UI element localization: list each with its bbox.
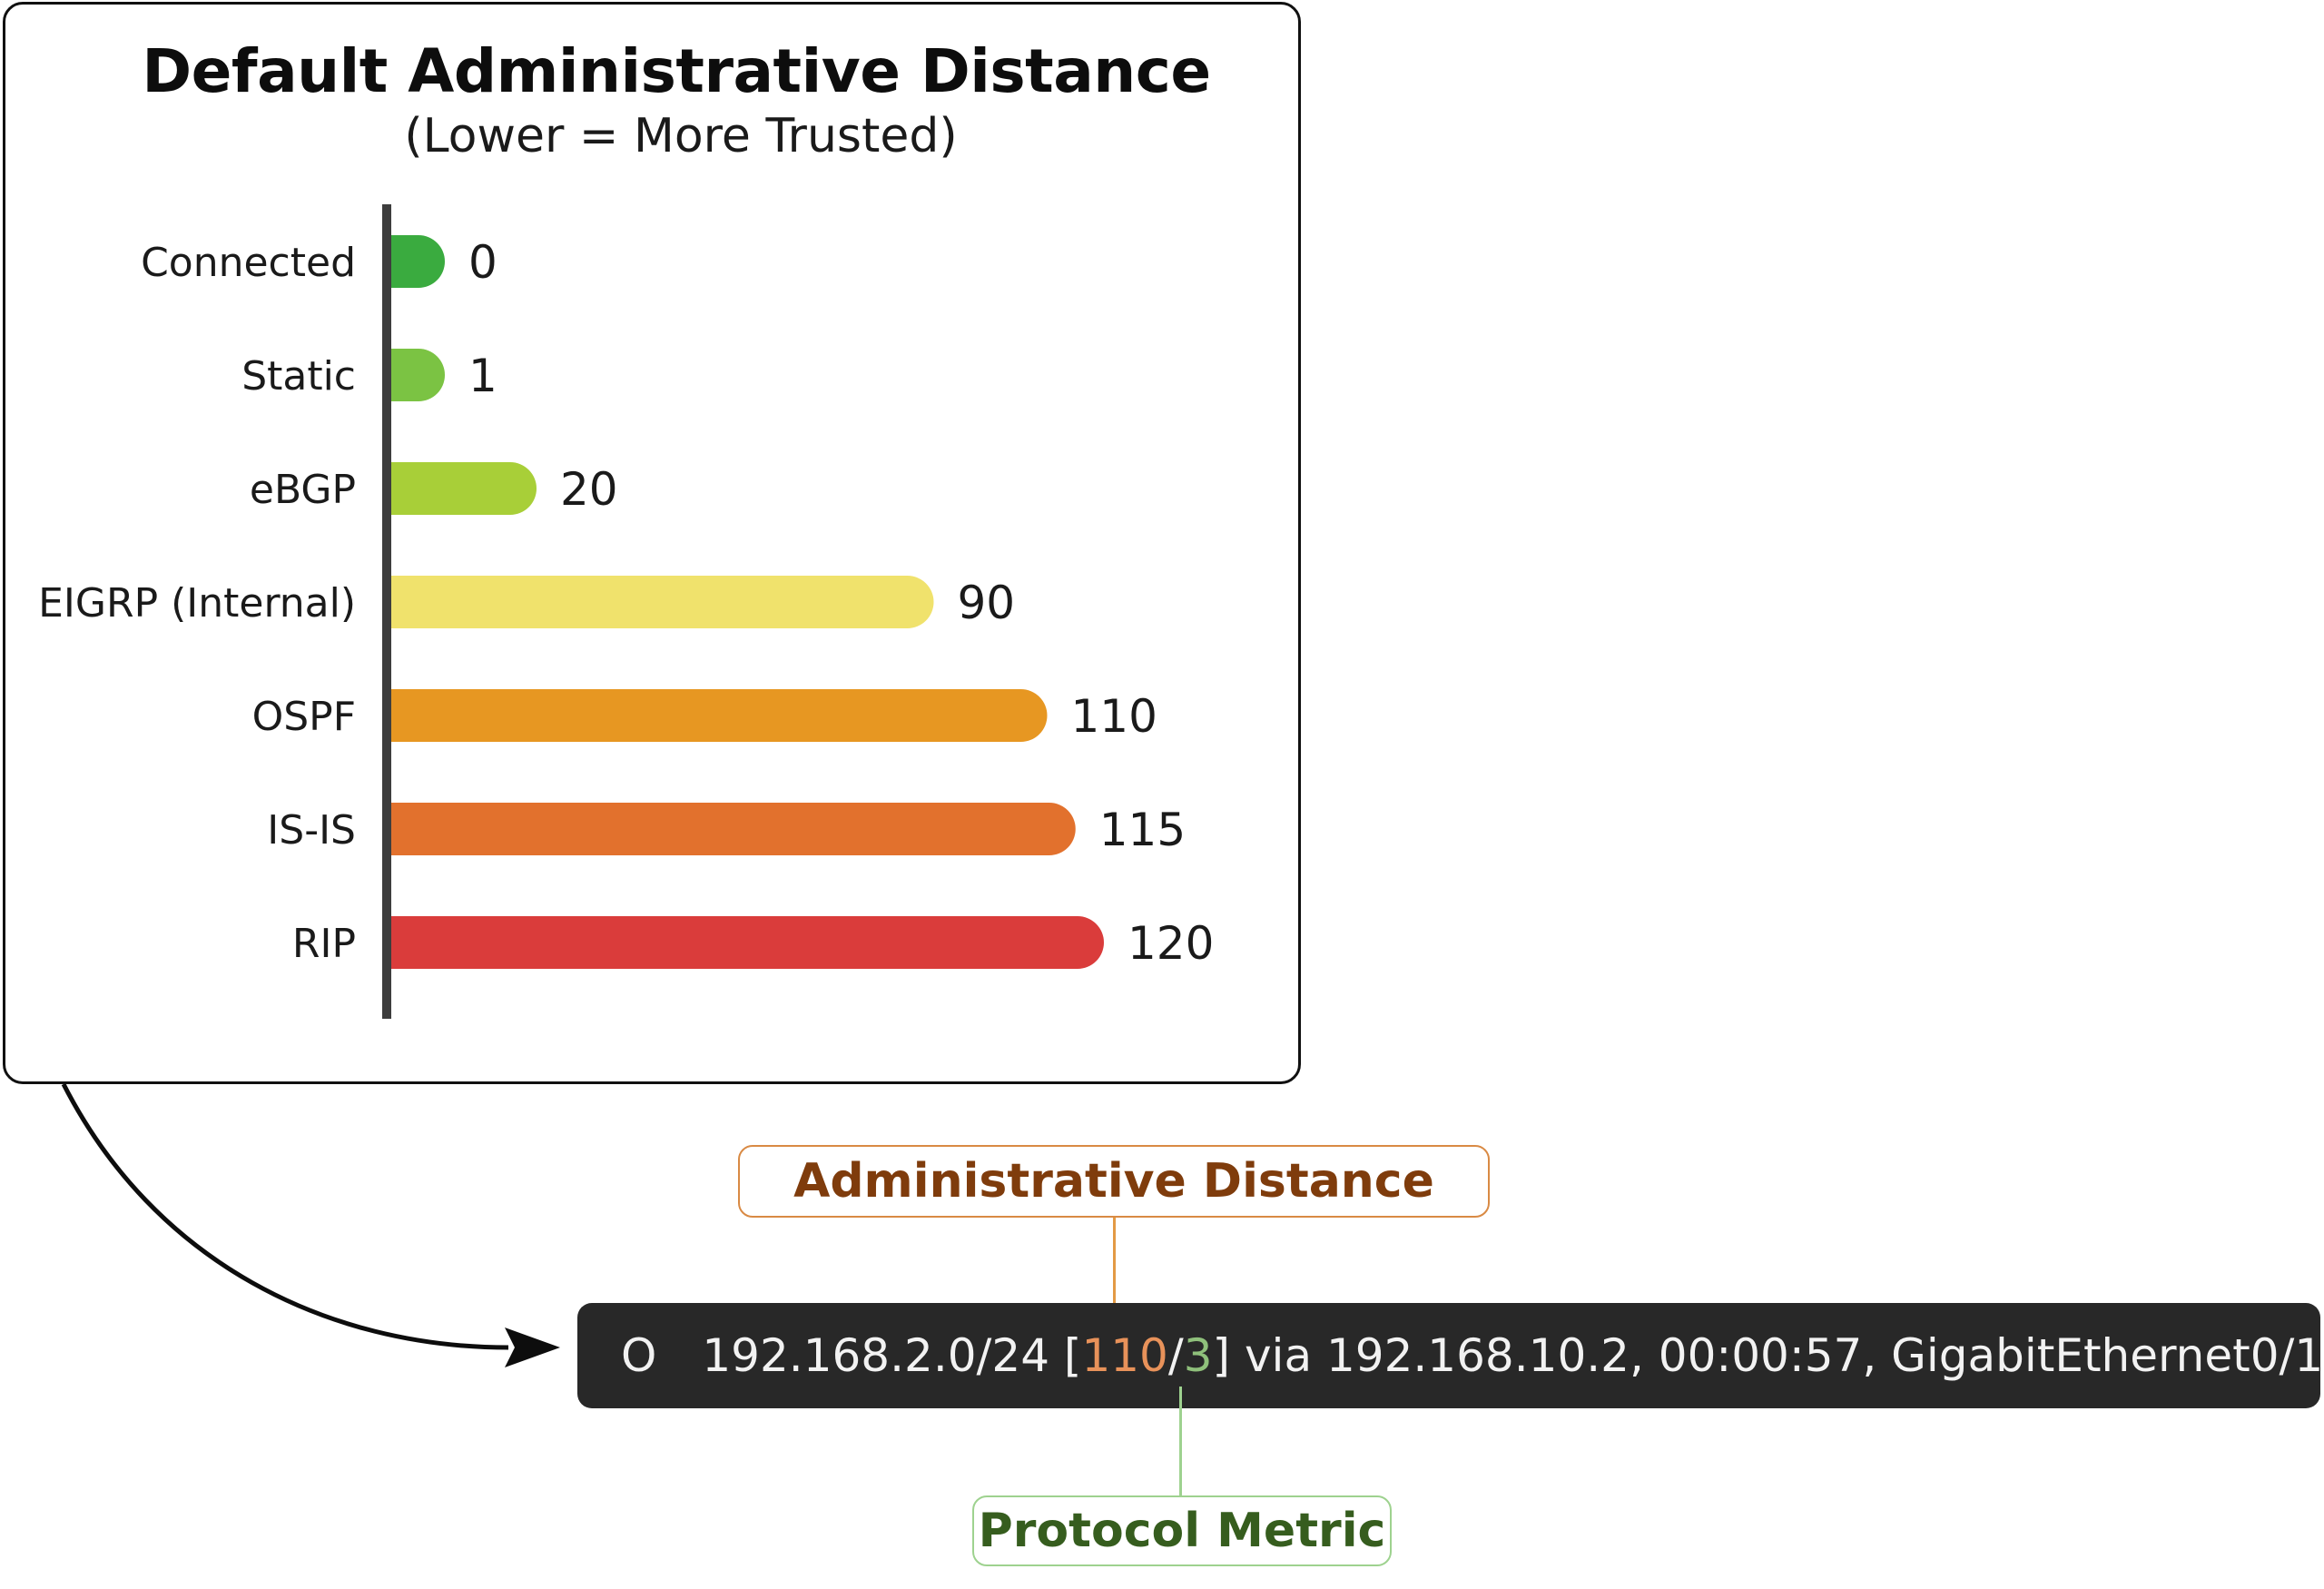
protocol-metric-callout: Protocol Metric xyxy=(972,1495,1392,1566)
value-label: 1 xyxy=(468,350,497,402)
value-label: 115 xyxy=(1099,804,1186,856)
route-metric-value: 3 xyxy=(1183,1329,1213,1382)
value-label: 120 xyxy=(1128,917,1214,970)
bar-is-is xyxy=(387,803,1076,855)
chart-panel xyxy=(3,2,1301,1084)
value-label: 110 xyxy=(1071,690,1157,743)
value-label: 20 xyxy=(560,463,618,516)
route-code: O xyxy=(621,1329,657,1382)
route-table-entry: O 192.168.2.0/24 [ 110 / 3 ] via 192.168… xyxy=(577,1303,2324,1408)
category-label: Static xyxy=(241,353,356,400)
chart-title: Default Administrative Distance xyxy=(142,36,1211,106)
open-bracket: [ xyxy=(1063,1329,1082,1382)
route-next-hop-details: via 192.168.10.2, 00:00:57, GigabitEther… xyxy=(1244,1329,2324,1382)
close-bracket: ] xyxy=(1212,1329,1231,1382)
category-label: OSPF xyxy=(252,694,356,740)
protocol-metric-leader-line xyxy=(1179,1387,1182,1495)
category-label: RIP xyxy=(292,921,356,967)
chart-subtitle: (Lower = More Trusted) xyxy=(404,109,958,163)
administrative-distance-callout: Administrative Distance xyxy=(738,1145,1490,1218)
route-separator: / xyxy=(1167,1329,1184,1382)
bar-connected xyxy=(387,235,445,288)
bar-ospf xyxy=(387,689,1048,742)
bar-ebgp xyxy=(387,462,537,515)
value-label: 0 xyxy=(468,236,497,289)
bar-eigrp-internal xyxy=(387,576,934,628)
route-prefix: 192.168.2.0/24 xyxy=(702,1329,1050,1382)
administrative-distance-leader-line xyxy=(1113,1218,1116,1319)
category-label: Connected xyxy=(141,240,356,286)
value-label: 90 xyxy=(958,577,1016,629)
category-label: eBGP xyxy=(250,467,356,513)
bar-static xyxy=(387,349,445,401)
category-label: EIGRP (Internal) xyxy=(38,580,356,627)
category-label: IS-IS xyxy=(267,807,356,854)
route-ad-value: 110 xyxy=(1081,1329,1168,1382)
bar-rip xyxy=(387,916,1104,969)
